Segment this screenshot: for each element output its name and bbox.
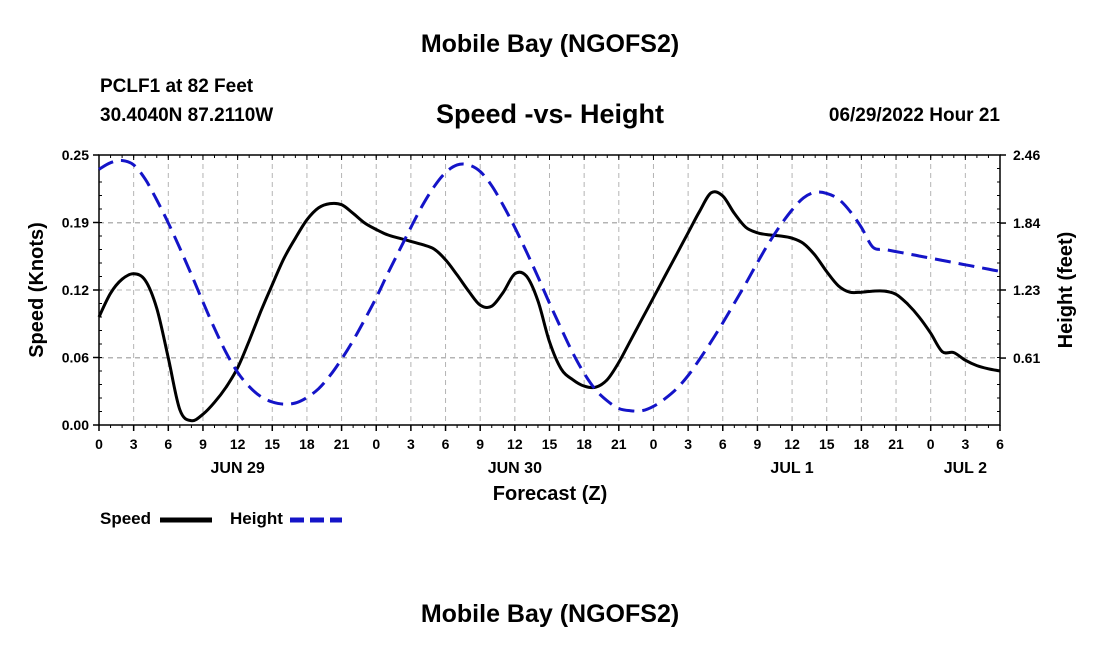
- y2-tick-label: 0.61: [1013, 350, 1040, 366]
- x-tick-label: 9: [199, 436, 207, 452]
- axis-ticks: [93, 154, 1006, 431]
- y-tick-label: 0.25: [62, 147, 89, 163]
- footer-title: Mobile Bay (NGOFS2): [420, 600, 680, 628]
- x-tick-label: 15: [819, 436, 835, 452]
- main-title: Mobile Bay (NGOFS2): [420, 30, 680, 58]
- x-tick-label: 18: [299, 436, 315, 452]
- x-tick-label: 3: [407, 436, 415, 452]
- x-tick-label: 15: [264, 436, 280, 452]
- x-tick-label: 0: [372, 436, 380, 452]
- height-series-line: [98, 158, 1001, 413]
- y2-axis-title: Height (feet): [1055, 232, 1077, 349]
- x-tick-label: 15: [542, 436, 558, 452]
- x-tick-label: 6: [996, 436, 1004, 452]
- x-tick-label: 12: [230, 436, 246, 452]
- x-tick-label: 12: [507, 436, 523, 452]
- y-tick-label: 0.12: [62, 282, 89, 298]
- x-tick-label: 6: [442, 436, 450, 452]
- y-axis-title: Speed (Knots): [26, 222, 48, 358]
- x-tick-label: 21: [334, 436, 350, 452]
- legend-speed-label: Speed: [100, 509, 152, 528]
- x-date-label: JUL 1: [770, 460, 813, 477]
- y2-tick-label: 2.46: [1013, 147, 1040, 163]
- y2-tick-label: 1.23: [1013, 282, 1040, 298]
- legend-height-label: Height: [230, 509, 283, 528]
- x-tick-label: 3: [130, 436, 138, 452]
- y-tick-label: 0.00: [62, 417, 89, 433]
- x-tick-label: 18: [854, 436, 870, 452]
- x-axis-title: Forecast (Z): [493, 483, 607, 505]
- chart-title: Speed -vs- Height: [435, 99, 665, 129]
- x-tick-label: 6: [719, 436, 727, 452]
- x-tick-label: 3: [684, 436, 692, 452]
- chart-datetime: 06/29/2022 Hour 21: [828, 105, 1000, 126]
- x-tick-label: 21: [611, 436, 627, 452]
- grid-lines: [99, 155, 1000, 425]
- x-tick-label: 21: [888, 436, 904, 452]
- x-tick-label: 6: [164, 436, 172, 452]
- x-tick-label: 0: [927, 436, 935, 452]
- x-date-label: JUN 30: [488, 460, 542, 477]
- y-tick-label: 0.06: [62, 350, 89, 366]
- x-tick-label: 12: [784, 436, 800, 452]
- station-coordinates: 30.4040N 87.2110W: [100, 105, 274, 126]
- y-tick-label: 0.19: [62, 215, 89, 231]
- station-name: PCLF1 at 82 Feet: [100, 76, 254, 97]
- y2-tick-label: 1.84: [1013, 215, 1040, 231]
- x-tick-label: 9: [754, 436, 762, 452]
- x-tick-label: 9: [476, 436, 484, 452]
- x-tick-label: 0: [95, 436, 103, 452]
- x-date-label: JUN 29: [210, 460, 264, 477]
- x-tick-label: 3: [961, 436, 969, 452]
- x-tick-label: 0: [650, 436, 658, 452]
- speed-series-line: [97, 190, 1001, 423]
- x-tick-label: 18: [576, 436, 592, 452]
- x-date-label: JUL 2: [944, 460, 987, 477]
- data-series: [97, 158, 1001, 423]
- axis-tick-labels: 0.00 0.06 0.12 0.19 0.25 0.61 1.23 1.84 2.46 0 3 6 9…: [62, 147, 1041, 477]
